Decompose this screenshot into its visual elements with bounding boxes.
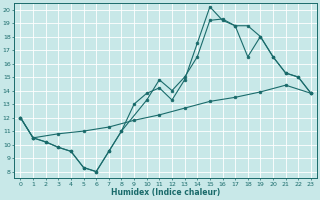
X-axis label: Humidex (Indice chaleur): Humidex (Indice chaleur) [111,188,220,197]
